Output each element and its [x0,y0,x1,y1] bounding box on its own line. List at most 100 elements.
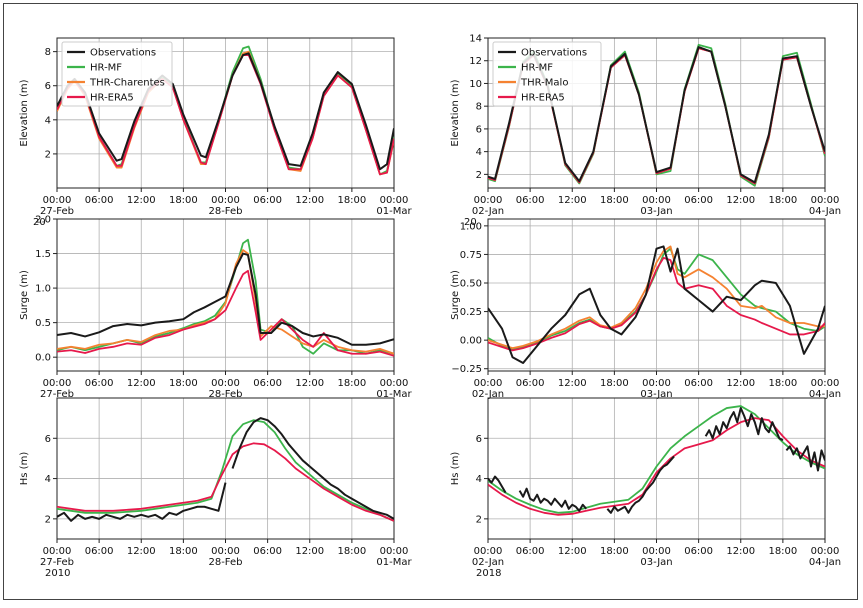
y-tick-label: −0.25 [451,364,482,375]
y-tick-label: 14 [469,34,482,45]
x-tick-label: 12:00 [295,195,324,206]
x-tick-label: 00:00 [811,546,840,557]
series-line-hr_mf [488,405,825,514]
x-tick-date-label: 28-Feb [208,557,242,568]
x-tick-date-label: 02-Jan [472,206,504,217]
y-tick-label: 1.5 [35,249,51,260]
x-tick-label: 00:00 [811,378,840,389]
y-tick-label: 4 [476,147,482,158]
series-line-observations [57,417,394,522]
x-tick-label: 00:00 [43,378,72,389]
y-axis-label: Surge (m) [19,270,30,320]
y-tick-label: 6 [45,81,51,92]
x-tick-label: 12:00 [127,195,156,206]
x-tick-label: 06:00 [684,378,713,389]
y-axis-label: Hs (m) [450,452,461,486]
x-year-label: 2010 [45,568,70,579]
x-tick-label: 00:00 [474,378,503,389]
y-tick-label: 6 [476,124,482,135]
x-tick-label: 00:00 [474,546,503,557]
x-tick-date-label: 04-Jan [809,389,841,400]
x-tick-label: 12:00 [726,546,755,557]
y-tick-label: 0.00 [460,336,482,347]
x-tick-label: 18:00 [169,378,198,389]
x-tick-date-label: 01-Mar [376,557,412,568]
x-tick-date-label: 28-Feb [208,389,242,400]
y-tick-label: 0.75 [460,250,482,261]
y-tick-label: 12 [469,56,482,67]
x-tick-label: 00:00 [380,195,409,206]
x-tick-label: 06:00 [85,546,114,557]
y-tick-label: 4 [476,474,482,485]
x-tick-label: 06:00 [253,546,282,557]
x-tick-label: 06:00 [516,378,545,389]
x-tick-label: 12:00 [726,378,755,389]
x-tick-date-label: 04-Jan [809,206,841,217]
y-tick-label: 1.0 [35,284,51,295]
y-tick-label: 0.50 [460,279,482,290]
x-tick-label: 18:00 [600,546,629,557]
x-tick-label: 00:00 [43,546,72,557]
y-tick-label: 4 [45,474,51,485]
series-line-hr_era5 [57,442,394,522]
chart-panel-surge-2018: −0.250.000.250.500.751.0000:0002-Jan06:0… [450,218,841,400]
y-tick-label: 0.5 [35,318,51,329]
x-tick-label: 00:00 [211,546,240,557]
y-tick-label: 6 [45,434,51,445]
x-tick-label: 00:00 [43,195,72,206]
x-tick-date-label: 27-Feb [40,206,74,217]
x-tick-label: 06:00 [253,195,282,206]
x-tick-label: 18:00 [600,378,629,389]
legend-entry: HR-ERA5 [90,93,134,104]
x-tick-label: 18:00 [169,195,198,206]
x-tick-date-label: 03-Jan [640,389,672,400]
x-tick-date-label: 03-Jan [640,206,672,217]
y-tick-label: 2.0 [35,215,51,226]
y-tick-label: 0.0 [35,353,51,364]
y-tick-label: 10 [469,79,482,90]
legend-entry: HR-MF [90,63,122,74]
y-tick-label: 0.25 [460,307,482,318]
series-line-hr_mf [57,419,394,522]
x-tick-label: 12:00 [558,546,587,557]
x-tick-label: 00:00 [811,195,840,206]
x-tick-label: 06:00 [684,195,713,206]
y-axis-label: Hs (m) [19,452,30,486]
y-axis-label: Elevation (m) [19,79,30,146]
legend-box [61,41,173,107]
x-tick-label: 00:00 [211,195,240,206]
x-tick-label: 06:00 [253,378,282,389]
y-tick-label: 1.00 [460,221,482,232]
x-tick-label: 00:00 [380,378,409,389]
x-tick-label: 12:00 [295,378,324,389]
x-tick-label: 12:00 [127,378,156,389]
x-tick-label: 00:00 [642,546,671,557]
series-line-observations [57,252,394,346]
x-tick-label: 12:00 [558,378,587,389]
series-line-thr [488,245,825,350]
x-tick-label: 00:00 [642,378,671,389]
y-tick-label: 8 [45,47,51,58]
x-tick-date-label: 28-Feb [208,206,242,217]
y-tick-label: 4 [45,115,51,126]
y-tick-label: 2 [45,149,51,160]
x-offset-label: 20 [464,217,477,228]
x-tick-date-label: 27-Feb [40,389,74,400]
x-tick-date-label: 04-Jan [809,557,841,568]
x-tick-label: 00:00 [642,195,671,206]
x-tick-label: 12:00 [726,195,755,206]
x-tick-date-label: 01-Mar [376,389,412,400]
x-tick-label: 06:00 [516,546,545,557]
series-line-hr_era5 [488,417,825,516]
x-tick-label: 18:00 [337,378,366,389]
y-axis-label: Elevation (m) [450,79,461,146]
legend-entry: HR-ERA5 [521,93,565,104]
y-tick-label: 2 [45,514,51,525]
x-tick-date-label: 01-Mar [376,206,412,217]
x-tick-date-label: 03-Jan [640,557,672,568]
x-tick-label: 00:00 [474,195,503,206]
y-tick-label: 6 [476,434,482,445]
